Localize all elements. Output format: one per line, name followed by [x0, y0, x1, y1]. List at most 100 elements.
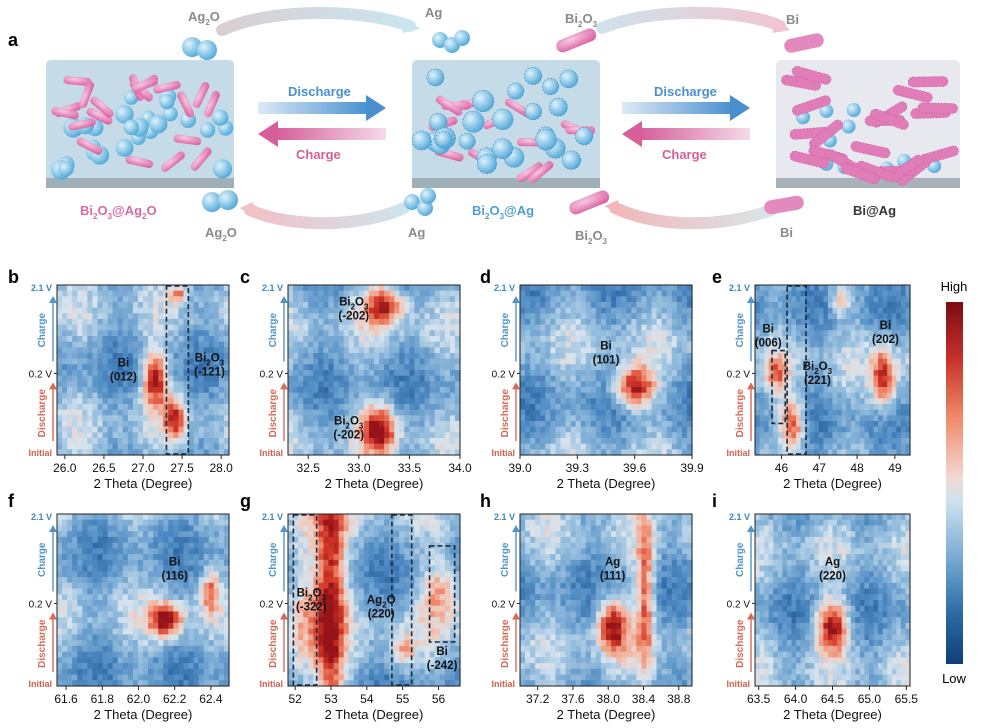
charge-arrow-2: Charge [622, 121, 750, 162]
bottom-right-flow-arrow [609, 202, 778, 230]
panel-f-annotation-0: Bi [169, 557, 181, 569]
panel-d-heatmap-cells [520, 285, 693, 456]
panel-c-xtick-label-3: 34.0 [448, 461, 472, 475]
state-bi-ag-image [776, 60, 960, 188]
top-right-flow-arrow [596, 6, 786, 34]
panel-e-heatmap: e 46 47 48 49 2 Theta (Degree) 2.1 V 0.2 V Initi… [712, 267, 911, 491]
panel-h-xtick-label-4: 38.8 [667, 692, 691, 706]
panel-e-annotation-1: Bi2O3 [803, 361, 833, 376]
panel-c-frame [287, 284, 461, 456]
panel-g-annotation-2-hkl: (-242) [427, 660, 458, 672]
panel-c-charge-label: Charge [268, 313, 279, 348]
panel-f-annotation-0-hkl: (116) [162, 571, 188, 583]
panel-g-dashed-box-1 [391, 514, 413, 686]
bottom-left-flow-arrow [244, 202, 410, 230]
panel-h-annotation-0: Ag [605, 557, 620, 569]
panel-i-xtick-label-2: 64.5 [821, 692, 845, 706]
panel-i-discharge-label: Discharge [735, 619, 746, 668]
panel-b-annotation-1-hkl: (-121) [194, 367, 225, 379]
panel-e-xtick-label-0: 46 [775, 461, 789, 475]
top-left-arrowhead [402, 18, 420, 33]
panel-d-discharge-label: Discharge [500, 389, 511, 438]
panel-e-ytop-label: 2.1 V [729, 283, 750, 293]
panel-c-heatmap: c 32.5 33.0 33.5 34.0 2 Theta (Degree) 2.1 V 0.… [240, 267, 472, 491]
panel-e-letter: e [712, 267, 722, 287]
panel-c-xlabel: 2 Theta (Degree) [325, 476, 424, 491]
panel-h-xtick-label-0: 37.2 [526, 692, 550, 706]
panel-e-xtick-label-1: 47 [813, 461, 827, 475]
panel-b-xtick-label-2: 27.0 [131, 461, 155, 475]
panel-d-heatmap: d 39.0 39.3 39.6 39.9 2 Theta (Degree) 2.1 V 0.… [480, 267, 704, 491]
panel-i-xtick-label-0: 63.5 [747, 692, 771, 706]
panel-c-initial-label: Initial [259, 448, 283, 458]
panel-a-letter: a [8, 30, 19, 50]
panel-f-charge-arrowhead [49, 525, 57, 532]
panel-d-xtick-label-0: 39.0 [508, 461, 532, 475]
panel-f-initial-label: Initial [28, 679, 52, 689]
panel-f-xlabel: 2 Theta (Degree) [94, 707, 193, 722]
panel-d-xtick-label-3: 39.9 [680, 461, 704, 475]
top-left-flow-arrow [216, 7, 416, 36]
ag2o-particle-bottom-icon [202, 190, 238, 212]
panel-d-charge-arrowhead [512, 296, 520, 303]
panel-g-charge-label: Charge [268, 542, 279, 577]
panel-e-xtick-label-3: 49 [888, 461, 902, 475]
panel-f-discharge-arrowhead [49, 612, 57, 620]
panel-h-initial-label: Initial [491, 679, 515, 689]
panel-i-letter: i [712, 491, 717, 511]
bottom-left-from-label: Ag [408, 225, 425, 240]
panel-d-ymid-label: 0.2 V [492, 369, 516, 380]
panel-g-discharge-arrowhead [280, 612, 288, 620]
panel-g-discharge-label: Discharge [268, 619, 279, 668]
panel-f-ytop-label: 2.1 V [31, 512, 52, 522]
bottom-right-arrowhead [605, 200, 619, 216]
panel-e-frame [754, 284, 911, 456]
panel-c-xtick-label-0: 32.5 [297, 461, 321, 475]
panel-d-annotation-0-hkl: (101) [593, 355, 620, 367]
panel-e-discharge-label: Discharge [735, 389, 746, 438]
panel-b-annotation-0: Bi [118, 358, 130, 370]
ag-cluster-bottom-icon [404, 188, 436, 216]
panel-c-annotation-0-hkl: (-202) [338, 310, 369, 322]
panel-i-annotation-0: Ag [825, 557, 840, 569]
panel-d-xtick-label-2: 39.6 [623, 461, 647, 475]
panel-i-heatmap-cells [755, 514, 911, 687]
panel-h-charge-arrowhead [512, 525, 520, 532]
panel-f-letter: f [8, 491, 15, 511]
bi-cluster-top-icon [784, 33, 824, 53]
panel-i-charge-arrowhead [747, 525, 755, 532]
colorbar: High Low [941, 279, 968, 686]
panel-f-heatmap: f 61.6 61.8 62.0 62.2 62.4 2 Theta (Degree) 2.1… [8, 491, 230, 722]
panel-d-annotation-0: Bi [600, 341, 612, 353]
top-left-to-label: Ag [425, 5, 442, 20]
panel-h-discharge-label: Discharge [500, 619, 511, 668]
panel-e-dashed-box-0 [771, 349, 787, 425]
panel-g-xtick-label-4: 56 [432, 692, 446, 706]
panel-i-xtick-label-3: 65.0 [858, 692, 882, 706]
panel-b-ytop-label: 2.1 V [31, 283, 52, 293]
panel-f-xtick-label-0: 61.6 [54, 692, 78, 706]
panel-b-xlabel: 2 Theta (Degree) [94, 476, 193, 491]
panel-d-xlabel: 2 Theta (Degree) [557, 476, 656, 491]
panel-e-charge-label: Charge [735, 313, 746, 348]
panel-c-ytop-label: 2.1 V [262, 283, 283, 293]
panel-b-xtick-label-4: 28.0 [210, 461, 234, 475]
panel-i-heatmap: i 63.5 64.0 64.5 65.0 65.5 2 Theta (Degree) 2.1… [712, 491, 918, 722]
panel-g-xtick-label-2: 54 [360, 692, 374, 706]
panel-e-xtick-label-2: 48 [850, 461, 864, 475]
panel-c-annotation-0: Bi2O3 [339, 296, 369, 311]
panel-e-annotation-2-hkl: (202) [872, 334, 899, 346]
panel-f-xtick-label-3: 62.2 [163, 692, 187, 706]
panel-e-annotation-1-hkl: (221) [804, 375, 831, 387]
panel-h-ymid-label: 0.2 V [492, 599, 516, 610]
panel-g-xtick-label-0: 52 [288, 692, 302, 706]
bottom-right-to-label: Bi2O3 [575, 228, 608, 246]
panel-i-discharge-arrowhead [747, 612, 755, 620]
panel-e-discharge-arrowhead [747, 382, 755, 390]
state-bi2o3-ag2o-image [46, 60, 234, 188]
panel-e-xlabel: 2 Theta (Degree) [783, 476, 882, 491]
panel-g-dashed-box-2 [428, 545, 456, 643]
bi2o3-rod-bottom-icon [569, 190, 610, 215]
panel-c-discharge-arrowhead [280, 382, 288, 390]
